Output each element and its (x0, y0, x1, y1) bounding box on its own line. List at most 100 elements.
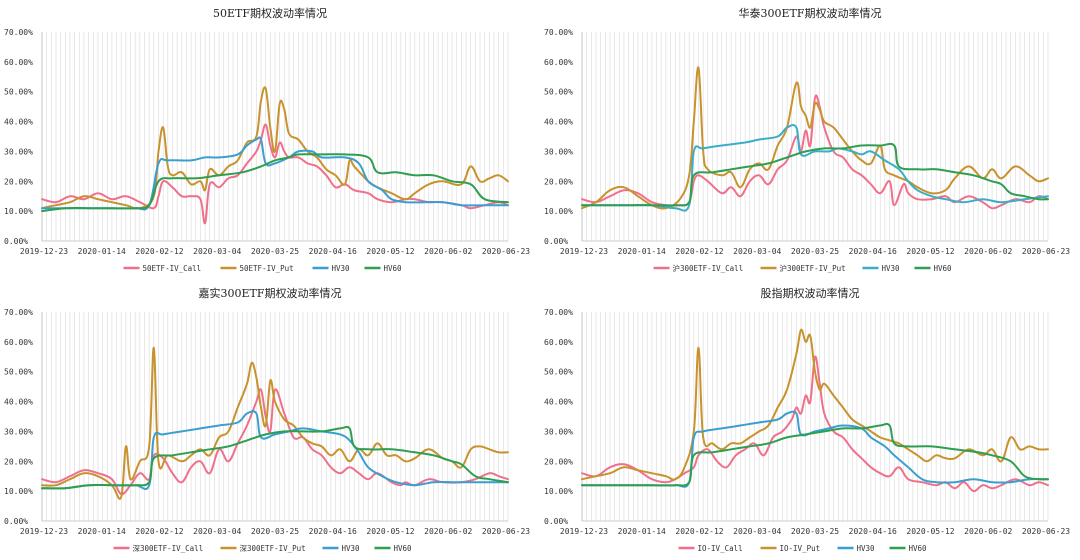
legend-label: IO-IV_Put (780, 544, 821, 553)
x-tick-label: 2020-05-12 (906, 247, 954, 256)
x-tick-label: 2020-04-16 (849, 247, 897, 256)
chart-title: 股指期权波动率情况 (761, 286, 860, 300)
series-line (41, 346, 509, 500)
series-line (581, 328, 1049, 481)
y-tick-label: 50.00% (544, 368, 573, 377)
x-tick-label: 2020-03-25 (791, 527, 839, 536)
y-tick-label: 40.00% (544, 398, 573, 407)
legend-label: HV60 (384, 264, 403, 273)
x-tick-label: 2020-02-12 (135, 247, 183, 256)
x-tick-label: 2020-03-04 (733, 527, 781, 536)
x-tick-label: 2020-06-23 (1022, 247, 1070, 256)
legend-label: IO-IV_Call (698, 544, 743, 553)
x-tick-label: 2019-12-23 (560, 247, 608, 256)
y-tick-label: 70.00% (4, 308, 33, 317)
chart-title: 嘉实300ETF期权波动率情况 (199, 286, 342, 300)
x-tick-label: 2020-06-02 (964, 527, 1012, 536)
y-tick-label: 10.00% (4, 487, 33, 496)
legend-label: HV60 (394, 544, 413, 553)
x-tick-label: 2020-02-12 (135, 527, 183, 536)
x-tick-label: 2020-01-14 (618, 247, 666, 256)
y-tick-label: 60.00% (4, 338, 33, 347)
y-tick-label: 30.00% (544, 147, 573, 156)
y-tick-label: 10.00% (544, 207, 573, 216)
x-tick-label: 2020-03-25 (251, 247, 299, 256)
legend-label: HV30 (342, 544, 361, 553)
x-tick-label: 2020-04-16 (849, 527, 897, 536)
chart-svg: 嘉实300ETF期权波动率情况 0.00% 10.00% 20.00% 30.00% 40… (4, 286, 530, 553)
x-tick-label: 2020-01-14 (78, 247, 126, 256)
y-tick-label: 40.00% (544, 118, 573, 127)
y-tick-label: 0.00% (4, 517, 28, 526)
legend-label: 深300ETF-IV_Call (133, 544, 204, 553)
series-line (41, 410, 509, 490)
chart-svg: 股指期权波动率情况 0.00% 10.00% 20.00% 30.00% 40.00% 50… (544, 286, 1070, 553)
y-tick-label: 0.00% (544, 237, 568, 246)
x-tick-label: 2020-06-23 (482, 247, 530, 256)
series-line (581, 355, 1049, 493)
y-tick-label: 40.00% (4, 398, 33, 407)
y-tick-label: 20.00% (544, 177, 573, 186)
series-line (581, 142, 1049, 207)
x-tick-label: 2020-03-25 (251, 527, 299, 536)
chart-svg: 50ETF期权波动率情况 0.00% 10.00% 20.00% 30.00% 40.00… (4, 6, 530, 273)
x-tick-label: 2020-06-02 (424, 247, 472, 256)
chart-panel: 华泰300ETF期权波动率情况 0.00% 10.00% 20.00% 30.00% 40… (540, 0, 1080, 280)
chart-panel: 50ETF期权波动率情况 0.00% 10.00% 20.00% 30.00% 40.00… (0, 0, 540, 280)
x-tick-label: 2020-01-14 (618, 527, 666, 536)
y-tick-label: 50.00% (4, 368, 33, 377)
y-tick-label: 60.00% (544, 338, 573, 347)
x-tick-label: 2020-04-16 (309, 247, 357, 256)
legend-label: HV30 (332, 264, 351, 273)
y-tick-label: 70.00% (544, 308, 573, 317)
legend-label: 沪300ETF-IV_Call (673, 263, 744, 273)
x-tick-label: 2020-05-12 (906, 527, 954, 536)
series-line (41, 425, 509, 490)
legend-label: HV60 (934, 264, 953, 273)
y-tick-label: 20.00% (4, 457, 33, 466)
legend-label: 50ETF-IV_Call (143, 264, 202, 273)
y-tick-label: 70.00% (544, 28, 573, 37)
x-tick-label: 2020-04-16 (309, 527, 357, 536)
chart-panel: 股指期权波动率情况 0.00% 10.00% 20.00% 30.00% 40.00% 50… (540, 280, 1080, 560)
y-tick-label: 30.00% (4, 147, 33, 156)
x-tick-label: 2020-02-12 (675, 247, 723, 256)
x-tick-label: 2020-05-12 (366, 527, 414, 536)
y-tick-label: 50.00% (4, 88, 33, 97)
legend-label: HV60 (909, 544, 928, 553)
series-line (581, 66, 1049, 210)
x-tick-label: 2020-06-02 (964, 247, 1012, 256)
x-tick-label: 2020-06-23 (482, 527, 530, 536)
series-line (581, 422, 1049, 487)
y-tick-label: 70.00% (4, 28, 33, 37)
chart-svg: 华泰300ETF期权波动率情况 0.00% 10.00% 20.00% 30.00% 40… (544, 6, 1070, 273)
x-tick-label: 2020-01-14 (78, 527, 126, 536)
y-tick-label: 30.00% (544, 427, 573, 436)
legend-label: 50ETF-IV_Put (240, 264, 294, 273)
legend-label: 深300ETF-IV_Put (240, 544, 306, 553)
y-tick-label: 10.00% (4, 207, 33, 216)
y-tick-label: 20.00% (544, 457, 573, 466)
x-tick-label: 2020-02-12 (675, 527, 723, 536)
y-tick-label: 10.00% (544, 487, 573, 496)
y-tick-label: 40.00% (4, 118, 33, 127)
x-tick-label: 2020-05-12 (366, 247, 414, 256)
x-tick-label: 2019-12-23 (20, 527, 68, 536)
chart-title: 50ETF期权波动率情况 (213, 6, 327, 20)
legend-label: HV30 (882, 264, 901, 273)
y-tick-label: 50.00% (544, 88, 573, 97)
chart-title: 华泰300ETF期权波动率情况 (739, 6, 882, 20)
series-line (41, 388, 509, 496)
y-tick-label: 60.00% (4, 58, 33, 67)
chart-panel: 嘉实300ETF期权波动率情况 0.00% 10.00% 20.00% 30.00% 40… (0, 280, 540, 560)
y-tick-label: 0.00% (544, 517, 568, 526)
series-line (41, 153, 509, 213)
x-tick-label: 2020-03-25 (791, 247, 839, 256)
y-tick-label: 20.00% (4, 177, 33, 186)
x-tick-label: 2020-03-04 (733, 247, 781, 256)
legend-label: HV30 (857, 544, 876, 553)
x-tick-label: 2019-12-23 (20, 247, 68, 256)
legend-label: 沪300ETF-IV_Put (780, 263, 846, 273)
x-tick-label: 2020-06-02 (424, 527, 472, 536)
